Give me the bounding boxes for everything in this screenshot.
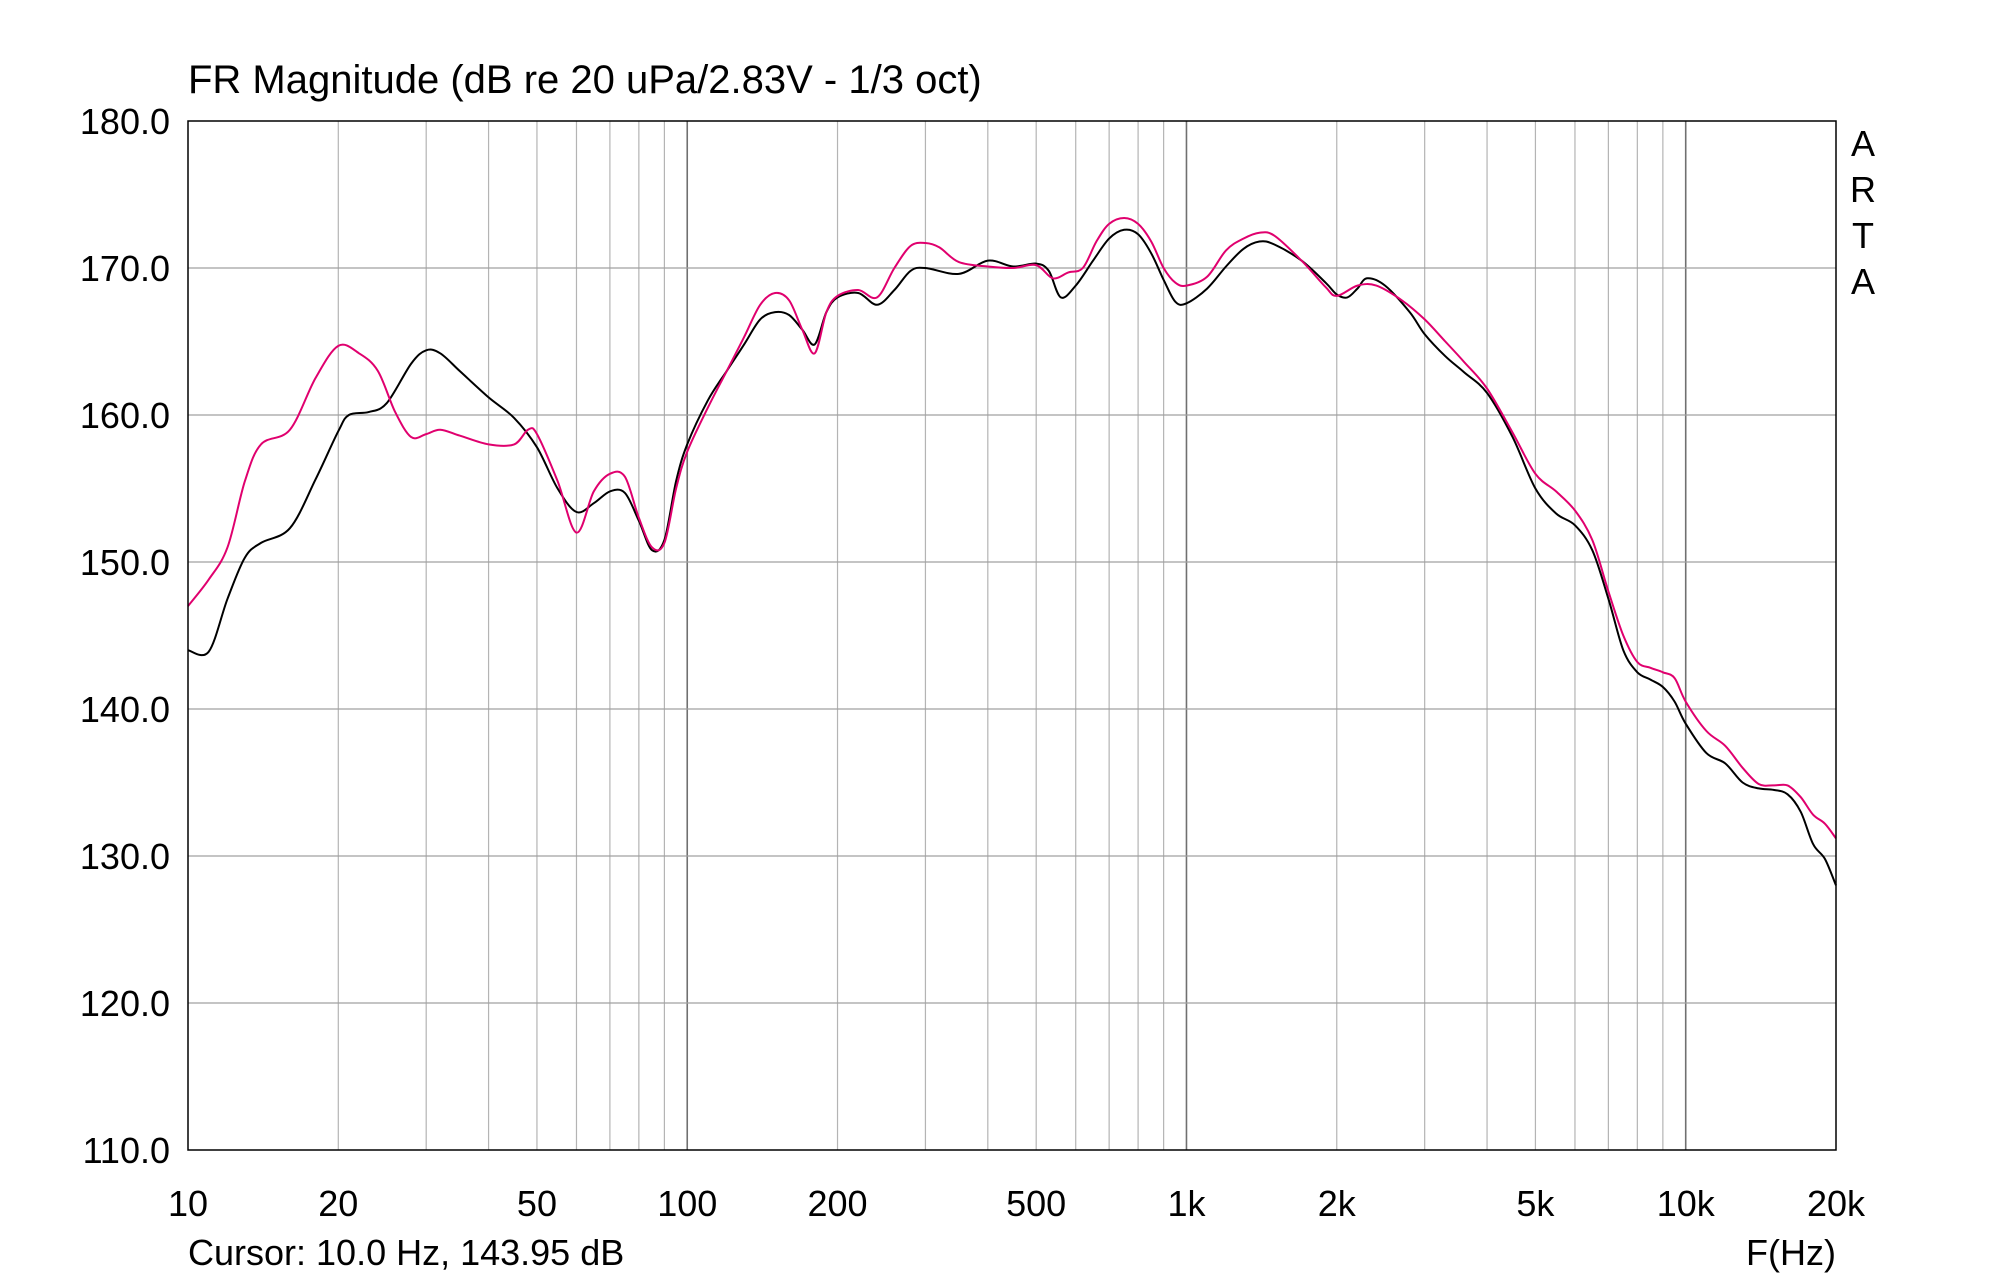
y-tick-label: 130.0: [80, 836, 170, 877]
x-tick-label: 20: [318, 1183, 358, 1224]
y-tick-label: 140.0: [80, 689, 170, 730]
cursor-readout: Cursor: 10.0 Hz, 143.95 dB: [188, 1232, 624, 1273]
chart-title: FR Magnitude (dB re 20 uPa/2.83V - 1/3 o…: [188, 58, 982, 102]
y-tick-labels: 110.0 120.0 130.0 140.0 150.0 160.0 170.0 180.0: [80, 101, 170, 1171]
y-tick-label: 170.0: [80, 248, 170, 289]
x-tick-label: 10: [168, 1183, 208, 1224]
x-tick-label: 10k: [1657, 1183, 1716, 1224]
x-tick-label: 20k: [1807, 1183, 1866, 1224]
y-tick-label: 180.0: [80, 101, 170, 142]
series-line-1: [187, 228, 1837, 886]
y-tick-label: 110.0: [83, 1130, 170, 1171]
series-group: [187, 217, 1837, 886]
grid-lines: [188, 121, 1836, 1150]
watermark-letter: R: [1850, 169, 1876, 210]
x-tick-labels: 10 20 50 100 200 500 1k 2k 5k 10k 20k: [168, 1183, 1866, 1224]
plot-frame: [187, 120, 1837, 1151]
y-tick-label: 160.0: [80, 395, 170, 436]
x-tick-label: 5k: [1516, 1183, 1555, 1224]
x-tick-label: 200: [807, 1183, 867, 1224]
x-tick-label: 100: [657, 1183, 717, 1224]
y-tick-label: 120.0: [80, 983, 170, 1024]
x-tick-label: 2k: [1318, 1183, 1357, 1224]
x-tick-label: 500: [1006, 1183, 1066, 1224]
x-axis-label: F(Hz): [1746, 1232, 1836, 1273]
series-line-2: [187, 217, 1837, 840]
watermark-letter: A: [1851, 261, 1875, 302]
x-tick-label: 50: [517, 1183, 557, 1224]
watermark-letter: A: [1851, 123, 1875, 164]
watermark-letter: T: [1852, 215, 1874, 256]
y-tick-label: 150.0: [80, 542, 170, 583]
x-tick-label: 1k: [1167, 1183, 1206, 1224]
